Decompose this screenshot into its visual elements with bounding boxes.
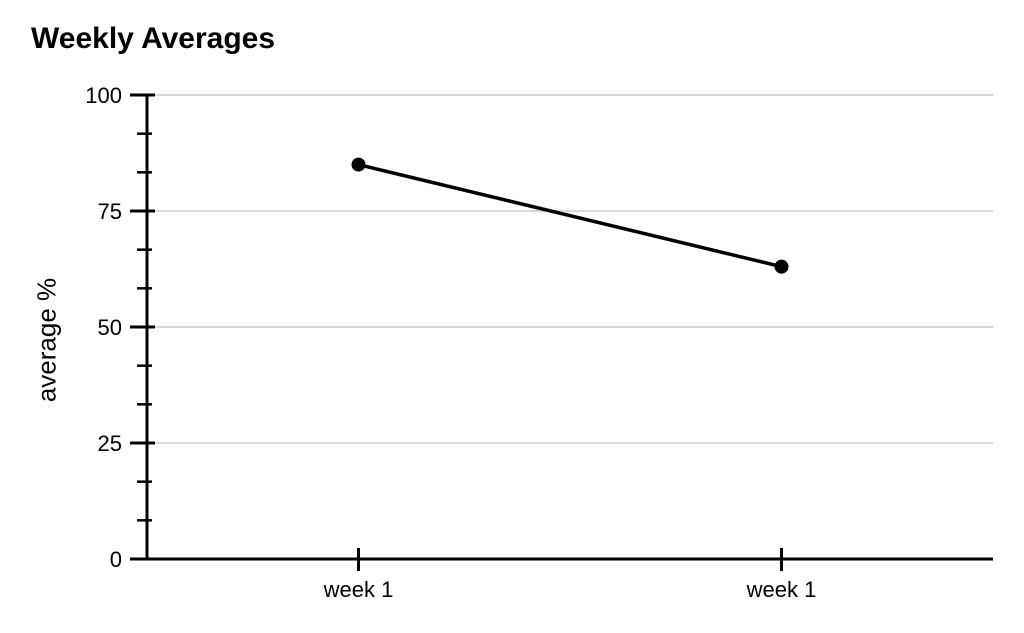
chart-title: Weekly Averages <box>31 22 276 55</box>
series-line <box>358 162 782 269</box>
y-tick-label: 75 <box>98 199 122 224</box>
data-point <box>351 157 366 172</box>
x-tick-label: week 1 <box>746 577 817 602</box>
y-tick-label: 25 <box>98 431 122 456</box>
y-tick-label: 100 <box>85 83 122 108</box>
data-point <box>774 259 789 274</box>
x-tick-label: week 1 <box>323 577 394 602</box>
y-tick-label: 50 <box>98 315 122 340</box>
y-tick-label: 0 <box>110 547 122 572</box>
